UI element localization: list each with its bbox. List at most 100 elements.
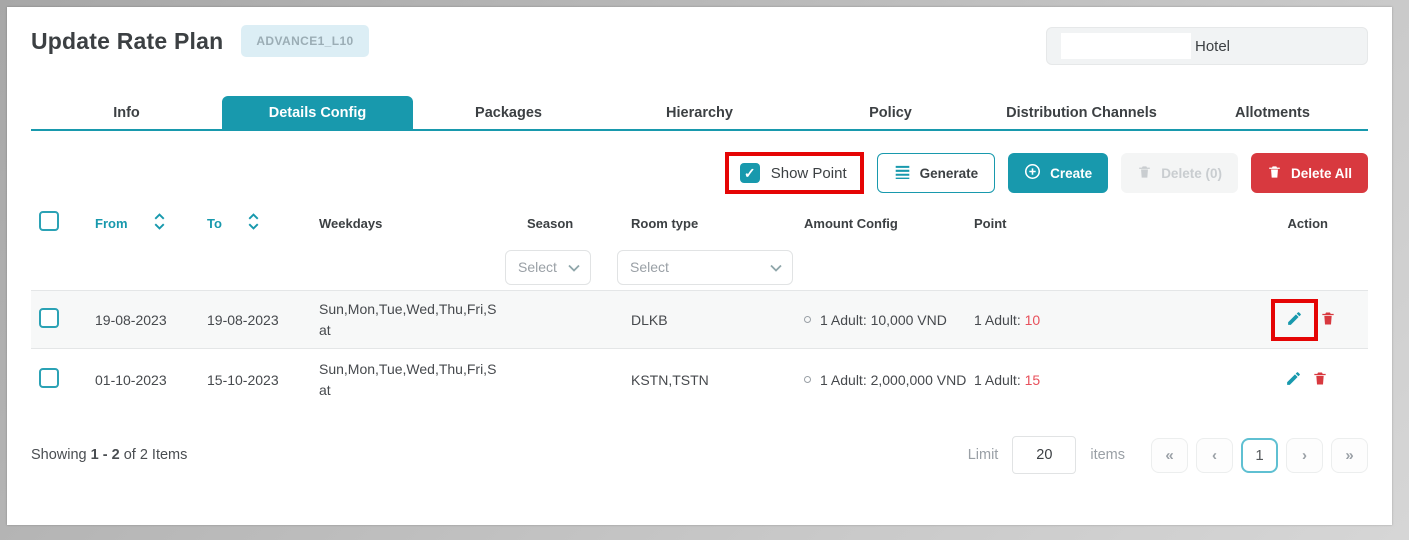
- tab-allotments[interactable]: Allotments: [1235, 105, 1310, 121]
- showing-prefix: Showing: [31, 447, 91, 463]
- items-label: items: [1090, 447, 1125, 463]
- page-header: Update Rate Plan ADVANCE1_L10 Hotel: [31, 25, 1368, 83]
- cell-to: 15-10-2023: [207, 371, 279, 388]
- cell-from: 01-10-2023: [95, 371, 167, 388]
- pagination-page-1-button[interactable]: 1: [1241, 437, 1278, 473]
- cell-point: 1 Adult: 10: [974, 312, 1144, 328]
- point-label: 1 Adult:: [974, 311, 1025, 328]
- room-type-filter-select[interactable]: Select: [617, 249, 793, 285]
- season-filter-placeholder: Select: [518, 259, 557, 275]
- trash-icon: [1320, 310, 1336, 330]
- trash-icon: [1312, 370, 1328, 390]
- showing-summary: Showing 1 - 2 of 2 Items: [31, 447, 187, 463]
- tab-bar: Info Details Config Packages Hierarchy P…: [31, 96, 1368, 131]
- cell-amount-config: 1 Adult: 10,000 VND: [804, 312, 974, 328]
- tab-distribution-channels[interactable]: Distribution Channels: [1006, 105, 1157, 121]
- generate-label: Generate: [919, 165, 979, 181]
- generate-button[interactable]: Generate: [876, 153, 996, 193]
- point-value: 15: [1024, 371, 1041, 388]
- table-filter-row: Select Select: [31, 244, 1368, 290]
- delete-selected-label: Delete (0): [1161, 165, 1222, 181]
- cell-amount-config: 1 Adult: 2,000,000 VND: [804, 372, 974, 388]
- pagination-last-button[interactable]: »: [1331, 437, 1368, 473]
- sort-icon[interactable]: [154, 213, 165, 233]
- pagination: « ‹ 1 › »: [1151, 437, 1368, 473]
- row-checkbox[interactable]: [39, 368, 59, 388]
- column-header-season: Season: [527, 215, 574, 231]
- show-point-highlight-box: ✓ Show Point: [724, 152, 864, 194]
- chevron-down-icon: [770, 259, 782, 275]
- cell-weekdays: Sun,Mon,Tue,Wed,Thu,Fri,Sat: [319, 361, 497, 398]
- column-header-point: Point: [974, 215, 1007, 231]
- cell-action: [1144, 370, 1368, 390]
- cell-from: 19-08-2023: [95, 311, 167, 328]
- pagination-prev-button[interactable]: ‹: [1196, 437, 1233, 473]
- amount-config-text: 1 Adult: 2,000,000 VND: [820, 371, 967, 388]
- update-rate-plan-page: Update Rate Plan ADVANCE1_L10 Hotel Info…: [7, 7, 1392, 525]
- from-header-label: From: [95, 215, 128, 231]
- toolbar: ✓ Show Point Generate Create Delete (0): [31, 150, 1368, 196]
- edit-button[interactable]: [1285, 370, 1302, 390]
- pencil-icon: [1286, 310, 1303, 330]
- circle-plus-icon: [1024, 163, 1041, 183]
- tab-info[interactable]: Info: [113, 105, 140, 121]
- page-title: Update Rate Plan: [31, 27, 224, 54]
- tab-hierarchy[interactable]: Hierarchy: [666, 105, 733, 121]
- column-header-to[interactable]: To: [207, 213, 319, 233]
- show-point-checkbox[interactable]: ✓: [739, 163, 760, 183]
- create-button[interactable]: Create: [1008, 153, 1109, 193]
- rate-plan-code-badge: ADVANCE1_L10: [241, 25, 369, 57]
- bullet-icon: [804, 376, 811, 383]
- pencil-icon: [1285, 370, 1302, 390]
- season-filter-select[interactable]: Select: [505, 249, 591, 285]
- column-header-amount-config: Amount Config: [804, 215, 898, 231]
- delete-selected-button[interactable]: Delete (0): [1121, 153, 1238, 193]
- hotel-label: Hotel: [1195, 37, 1231, 55]
- to-header-label: To: [207, 215, 222, 231]
- cell-to: 19-08-2023: [207, 311, 279, 328]
- cell-room-type: DLKB: [631, 311, 668, 328]
- cell-room-type: KSTN,TSTN: [631, 371, 709, 388]
- chevron-down-icon: [568, 259, 580, 275]
- cell-action: [1144, 298, 1368, 341]
- edit-button[interactable]: [1286, 310, 1303, 330]
- table-row: 01-10-2023 15-10-2023 Sun,Mon,Tue,Wed,Th…: [31, 348, 1368, 410]
- limit-label: Limit: [967, 447, 999, 463]
- room-type-filter-placeholder: Select: [630, 259, 669, 275]
- row-checkbox[interactable]: [39, 308, 59, 328]
- column-header-action: Action: [1287, 215, 1328, 231]
- pagination-next-button[interactable]: ›: [1286, 437, 1323, 473]
- create-label: Create: [1050, 165, 1093, 181]
- tab-details-config[interactable]: Details Config: [222, 96, 413, 129]
- table-header-row: From To Weekdays Season Room type Amount…: [31, 202, 1368, 244]
- amount-config-text: 1 Adult: 10,000 VND: [820, 311, 947, 328]
- trash-icon: [1267, 164, 1282, 183]
- limit-input[interactable]: [1012, 436, 1077, 474]
- delete-row-button[interactable]: [1312, 370, 1328, 390]
- pagination-first-button[interactable]: «: [1151, 437, 1188, 473]
- cell-point: 1 Adult: 15: [974, 372, 1144, 388]
- select-all-checkbox[interactable]: [39, 210, 59, 231]
- redacted-hotel-name: [1061, 33, 1191, 59]
- delete-row-button[interactable]: [1320, 310, 1336, 330]
- delete-all-label: Delete All: [1290, 165, 1352, 181]
- list-lines-icon: [894, 165, 911, 182]
- point-value: 10: [1024, 311, 1041, 328]
- bullet-icon: [804, 316, 811, 323]
- table-footer: Showing 1 - 2 of 2 Items Limit items « ‹…: [31, 436, 1368, 474]
- cell-weekdays: Sun,Mon,Tue,Wed,Thu,Fri,Sat: [319, 301, 497, 338]
- column-header-weekdays: Weekdays: [319, 215, 383, 231]
- showing-range: 1 - 2: [90, 447, 120, 463]
- delete-all-button[interactable]: Delete All: [1250, 153, 1368, 193]
- tab-packages[interactable]: Packages: [475, 105, 542, 121]
- showing-suffix: of 2 Items: [119, 447, 188, 463]
- column-header-from[interactable]: From: [95, 213, 207, 233]
- tab-policy[interactable]: Policy: [869, 105, 912, 121]
- edit-highlight-box: [1271, 298, 1318, 341]
- show-point-label[interactable]: Show Point: [770, 164, 847, 182]
- sort-icon[interactable]: [248, 213, 259, 233]
- table-row: 19-08-2023 19-08-2023 Sun,Mon,Tue,Wed,Th…: [31, 290, 1368, 348]
- column-header-room-type: Room type: [631, 215, 699, 231]
- hotel-selector[interactable]: Hotel: [1046, 27, 1368, 65]
- trash-icon: [1137, 164, 1152, 183]
